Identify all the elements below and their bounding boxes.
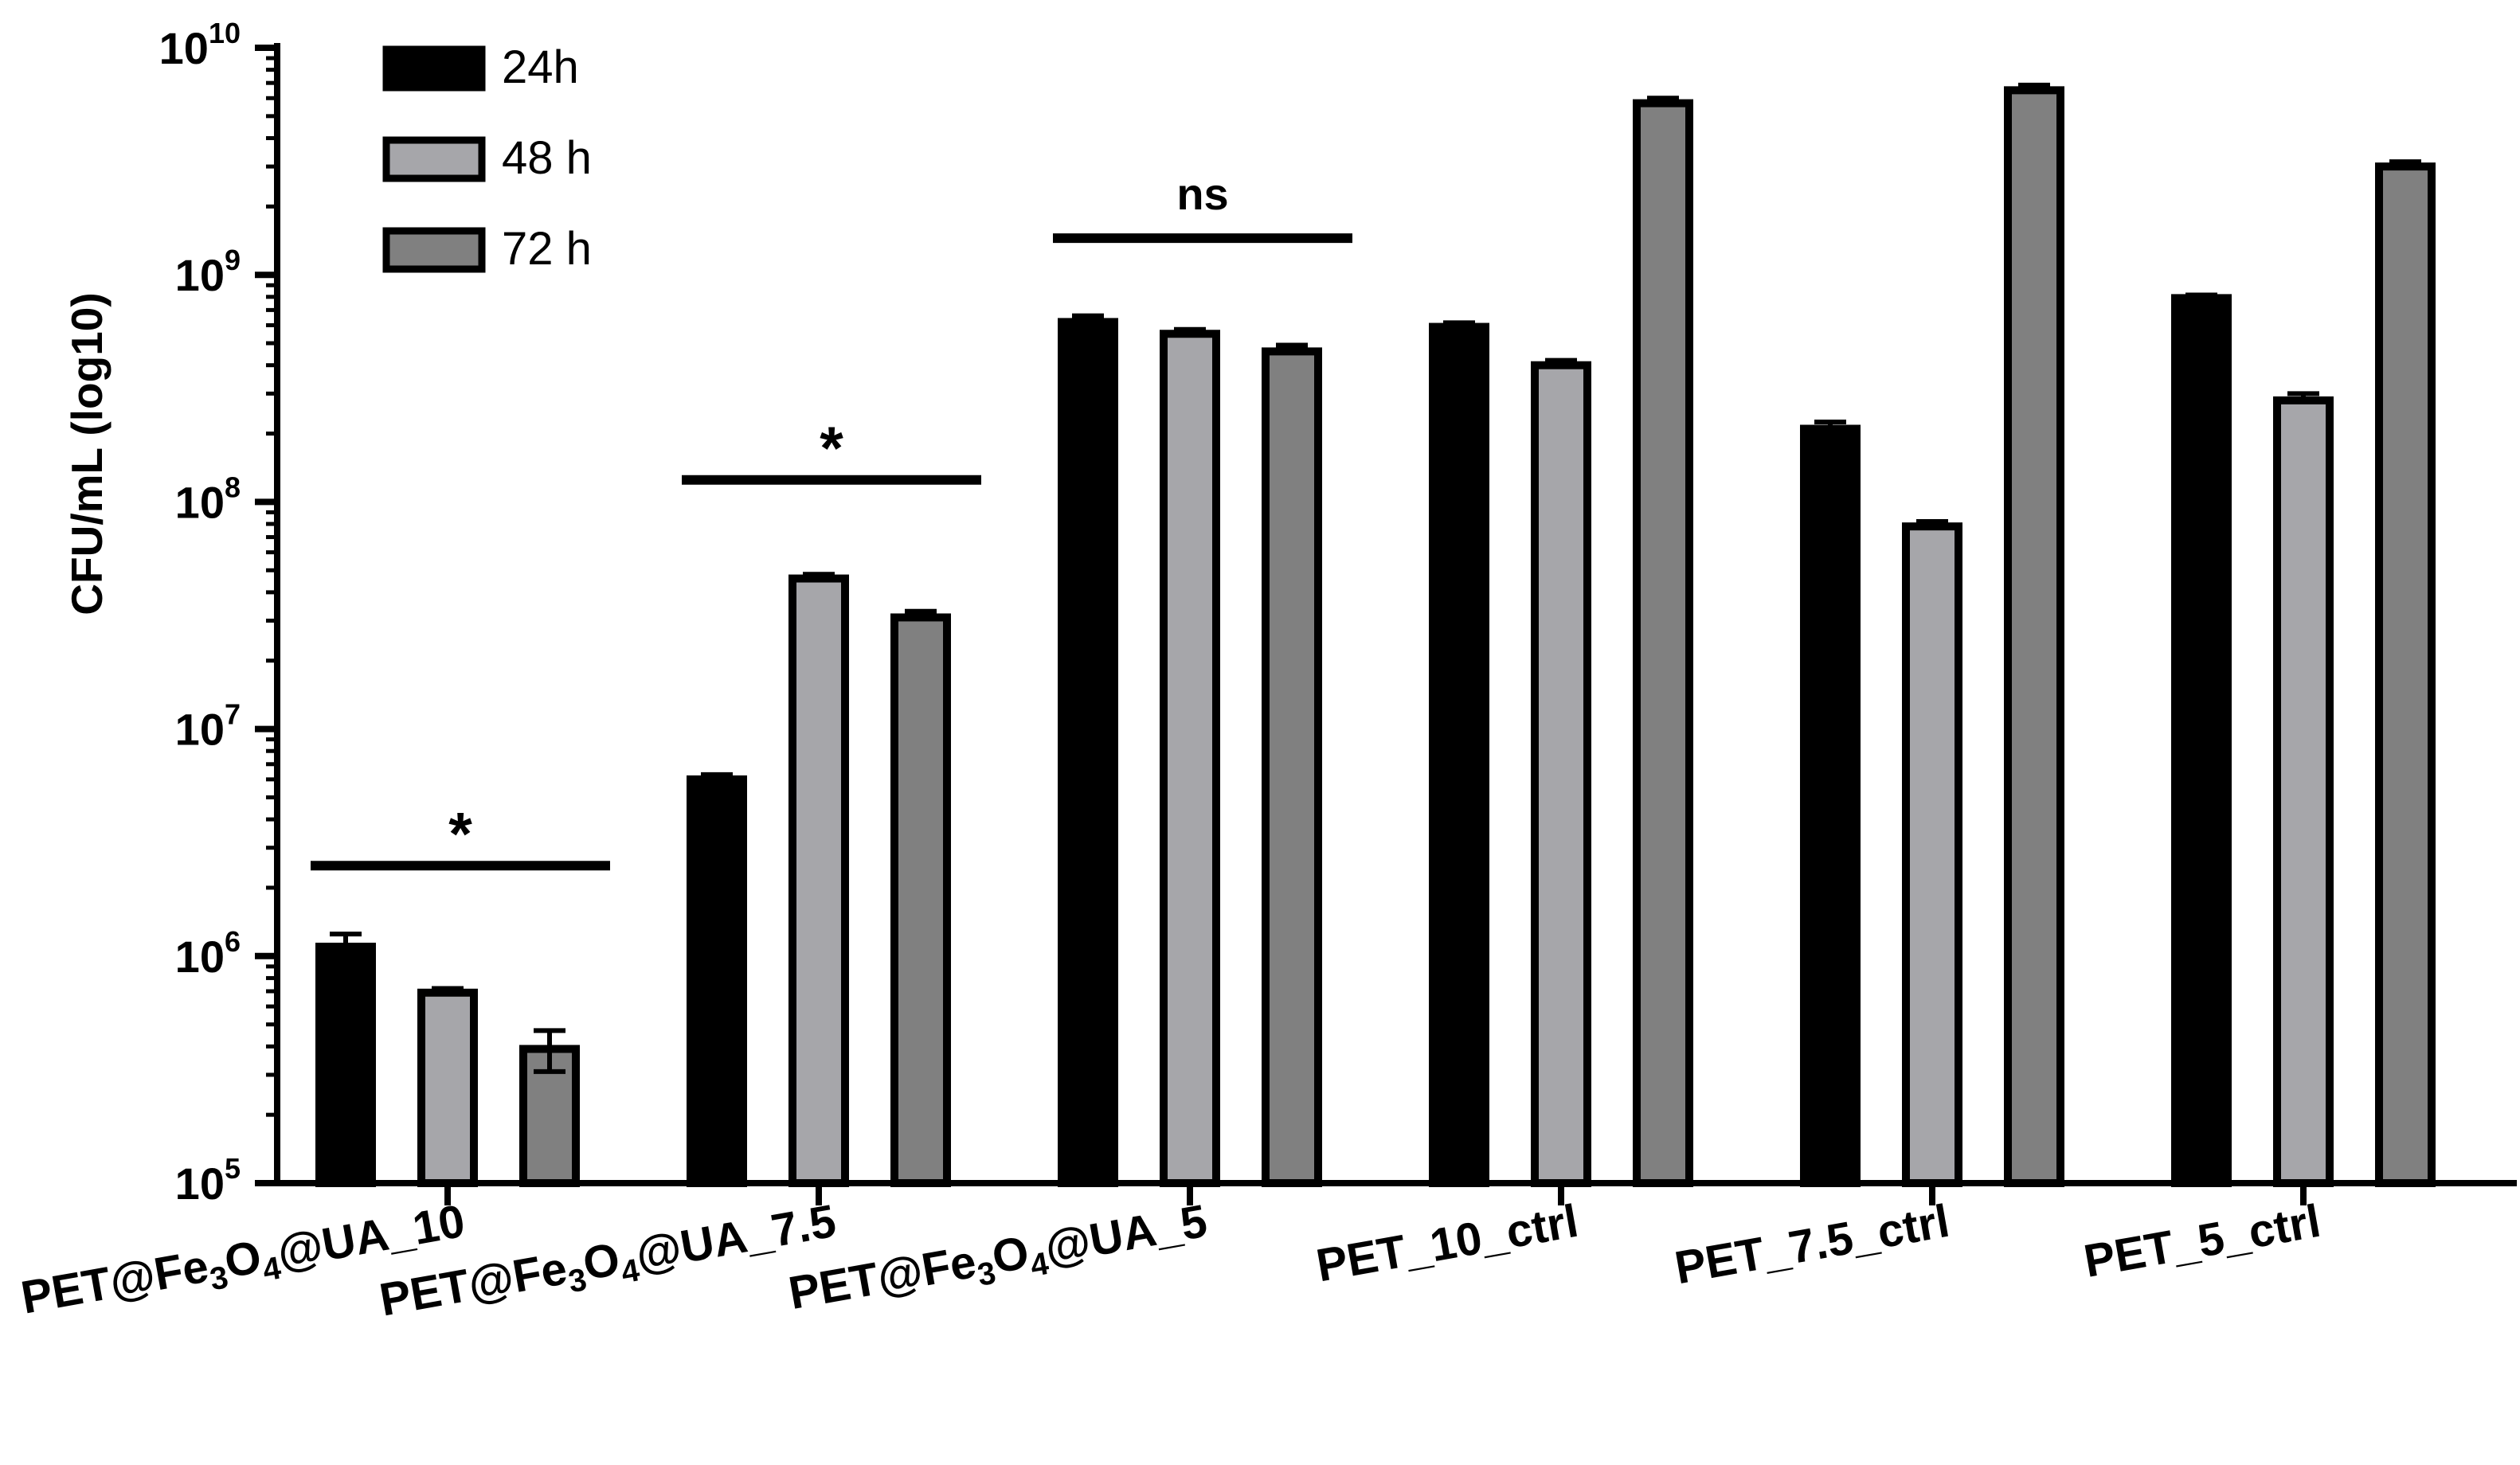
legend: 24h 48 h 72 h [382, 41, 592, 275]
bar [1262, 347, 1322, 1187]
bar [2004, 86, 2064, 1188]
y-tick-label: 109 [175, 244, 241, 300]
bar [1633, 99, 1693, 1187]
y-tick-label: 107 [175, 698, 241, 755]
significance-label: ns [1176, 169, 1228, 219]
legend-swatch [382, 227, 486, 273]
bar [2171, 294, 2232, 1188]
bar [315, 942, 376, 1187]
legend-label: 48 h [502, 132, 592, 184]
bar [1429, 322, 1489, 1188]
x-tick-label: PET_10_ctrl [1313, 1195, 1582, 1292]
y-axis: 105 106 107 108 109 1010 [159, 17, 280, 1209]
y-tick-label: 105 [175, 1152, 241, 1209]
x-tick-label: PET_5_ctrl [2080, 1195, 2325, 1287]
y-axis-label: CFU/mL (log10) [62, 292, 112, 615]
x-tick-label: PET_7.5_ctrl [1671, 1195, 1953, 1294]
legend-swatch [382, 45, 486, 92]
bar [1058, 318, 1118, 1187]
plot-area: * * ns [311, 82, 2436, 1188]
significance-label: * [448, 800, 472, 868]
legend-label: 72 h [502, 223, 592, 275]
bar [417, 988, 478, 1188]
legend-label: 24h [502, 41, 579, 93]
bar [1902, 522, 1962, 1187]
bar [890, 613, 951, 1187]
bar [687, 775, 747, 1187]
x-axis: PET@Fe3O4@UA_10PET@Fe3O4@UA_7.5PET@Fe3O4… [18, 1180, 2517, 1326]
x-tick-label: PET@Fe3O4@UA_5 [785, 1195, 1212, 1326]
bar [1800, 424, 1861, 1187]
bar [788, 574, 849, 1187]
bar [2273, 396, 2334, 1187]
bar [1160, 330, 1220, 1188]
y-tick-label: 106 [175, 925, 241, 982]
bar [2375, 162, 2436, 1188]
bar [1531, 361, 1591, 1187]
y-tick-label: 1010 [159, 17, 241, 73]
y-tick-label: 108 [175, 471, 241, 527]
legend-swatch [382, 136, 486, 182]
significance-label: * [820, 415, 843, 482]
